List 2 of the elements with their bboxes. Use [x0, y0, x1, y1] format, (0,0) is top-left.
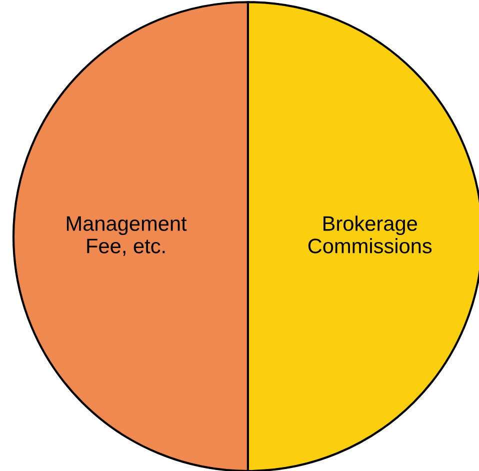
slice-label: Management Fee, etc.	[66, 216, 187, 256]
slice-label: Brokerage Commissions	[308, 216, 432, 254]
